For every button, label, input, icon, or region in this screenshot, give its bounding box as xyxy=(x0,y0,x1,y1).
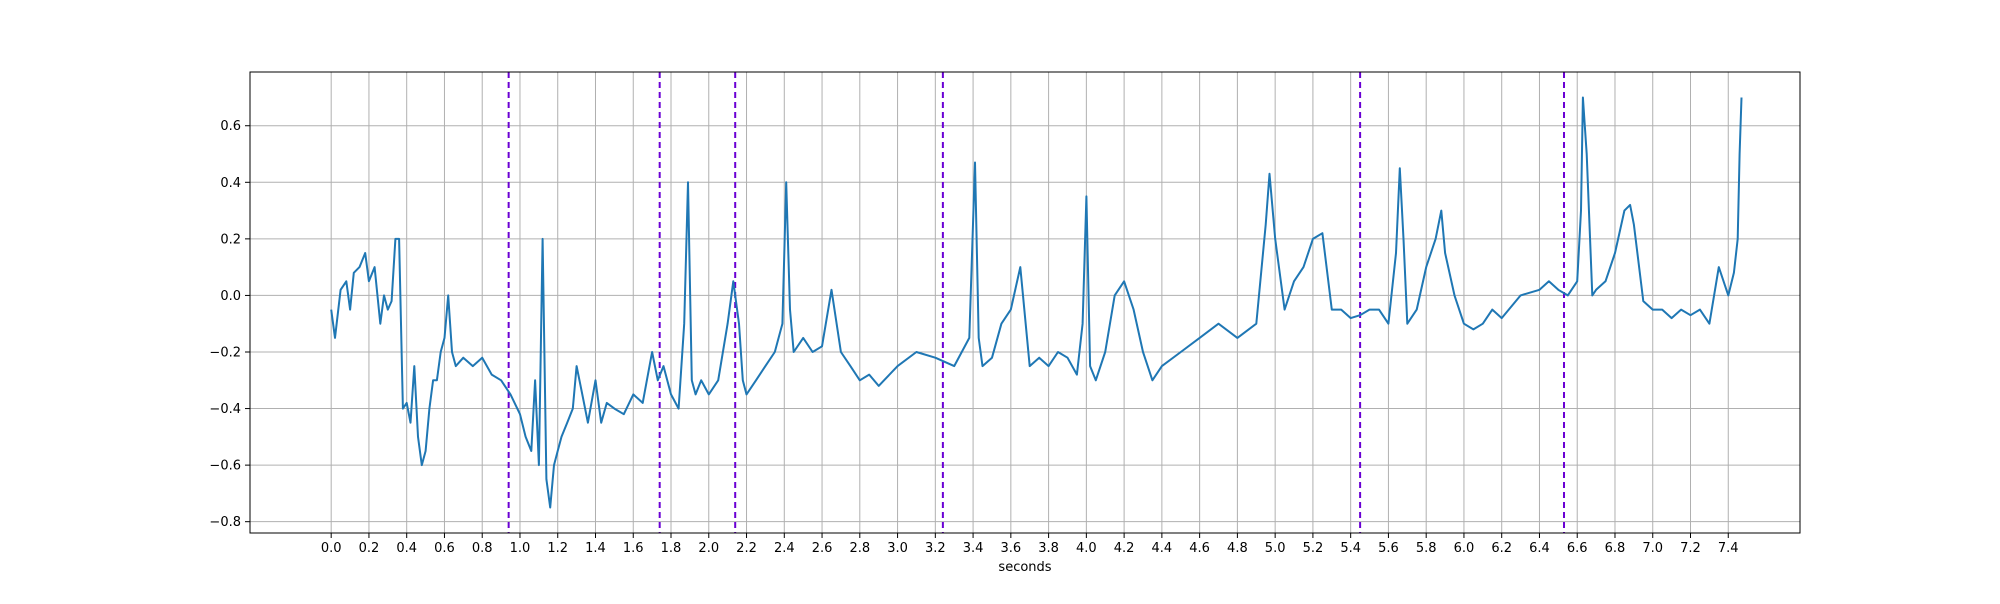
x-tick-label: 4.0 xyxy=(1076,541,1097,556)
x-tick-label: 7.2 xyxy=(1680,541,1701,556)
x-tick-label: 1.6 xyxy=(623,541,644,556)
series-lines xyxy=(330,96,1743,509)
x-tick-label: 6.2 xyxy=(1491,541,1512,556)
x-tick-label: 6.0 xyxy=(1454,541,1475,556)
x-tick-label: 5.6 xyxy=(1378,541,1399,556)
x-tick-label: 3.4 xyxy=(963,541,984,556)
x-tick-label: 5.2 xyxy=(1303,541,1324,556)
x-tick-label: 3.8 xyxy=(1038,541,1059,556)
plot-frame xyxy=(249,71,1801,534)
y-tick-label: 0.6 xyxy=(220,119,241,134)
x-tick-label: 6.4 xyxy=(1529,541,1550,556)
x-tick-label: 5.0 xyxy=(1265,541,1286,556)
x-tick-label: 0.4 xyxy=(396,541,417,556)
series-line xyxy=(330,96,1743,509)
x-tick-label: 1.4 xyxy=(585,541,606,556)
x-tick-label: 1.2 xyxy=(547,541,568,556)
y-tick-label: −0.6 xyxy=(209,459,241,474)
x-tick-label: 1.8 xyxy=(661,541,682,556)
x-tick-label: 2.4 xyxy=(774,541,795,556)
x-tick-label: 4.8 xyxy=(1227,541,1248,556)
grid-lines xyxy=(250,72,1800,533)
x-tick-label: 4.4 xyxy=(1152,541,1173,556)
y-tick-label: −0.2 xyxy=(209,345,241,360)
y-tick-label: 0.4 xyxy=(220,176,241,191)
x-tick-label: 6.6 xyxy=(1567,541,1588,556)
x-tick-label: 4.6 xyxy=(1189,541,1210,556)
x-tick-label: 2.0 xyxy=(698,541,719,556)
y-tick-label: −0.4 xyxy=(209,402,241,417)
x-tick-label: 4.2 xyxy=(1114,541,1135,556)
x-tick-label: 0.6 xyxy=(434,541,455,556)
x-tick-label: 0.0 xyxy=(321,541,342,556)
x-axis-label: seconds xyxy=(998,560,1051,575)
y-tick-label: 0.0 xyxy=(220,289,241,304)
x-tick-label: 2.2 xyxy=(736,541,757,556)
x-tick-label: 3.2 xyxy=(925,541,946,556)
x-tick-label: 1.0 xyxy=(510,541,531,556)
x-tick-label: 7.4 xyxy=(1718,541,1739,556)
x-tick-label: 2.6 xyxy=(812,541,833,556)
x-tick-label: 6.8 xyxy=(1605,541,1626,556)
axis-ticks: 0.0 0.2 0.4 0.6 0.8 1.0 1.2 1.4 1.6 1.8 2.0 2.2 2.4 2… xyxy=(209,119,1738,556)
x-tick-label: 5.4 xyxy=(1340,541,1361,556)
x-tick-label: 0.8 xyxy=(472,541,493,556)
x-tick-label: 7.0 xyxy=(1642,541,1663,556)
x-tick-label: 0.2 xyxy=(359,541,380,556)
x-tick-label: 3.6 xyxy=(1000,541,1021,556)
x-tick-label: 5.8 xyxy=(1416,541,1437,556)
x-tick-label: 2.8 xyxy=(849,541,870,556)
x-tick-label: 3.0 xyxy=(887,541,908,556)
y-tick-label: 0.2 xyxy=(220,232,241,247)
y-tick-label: −0.8 xyxy=(209,515,241,530)
